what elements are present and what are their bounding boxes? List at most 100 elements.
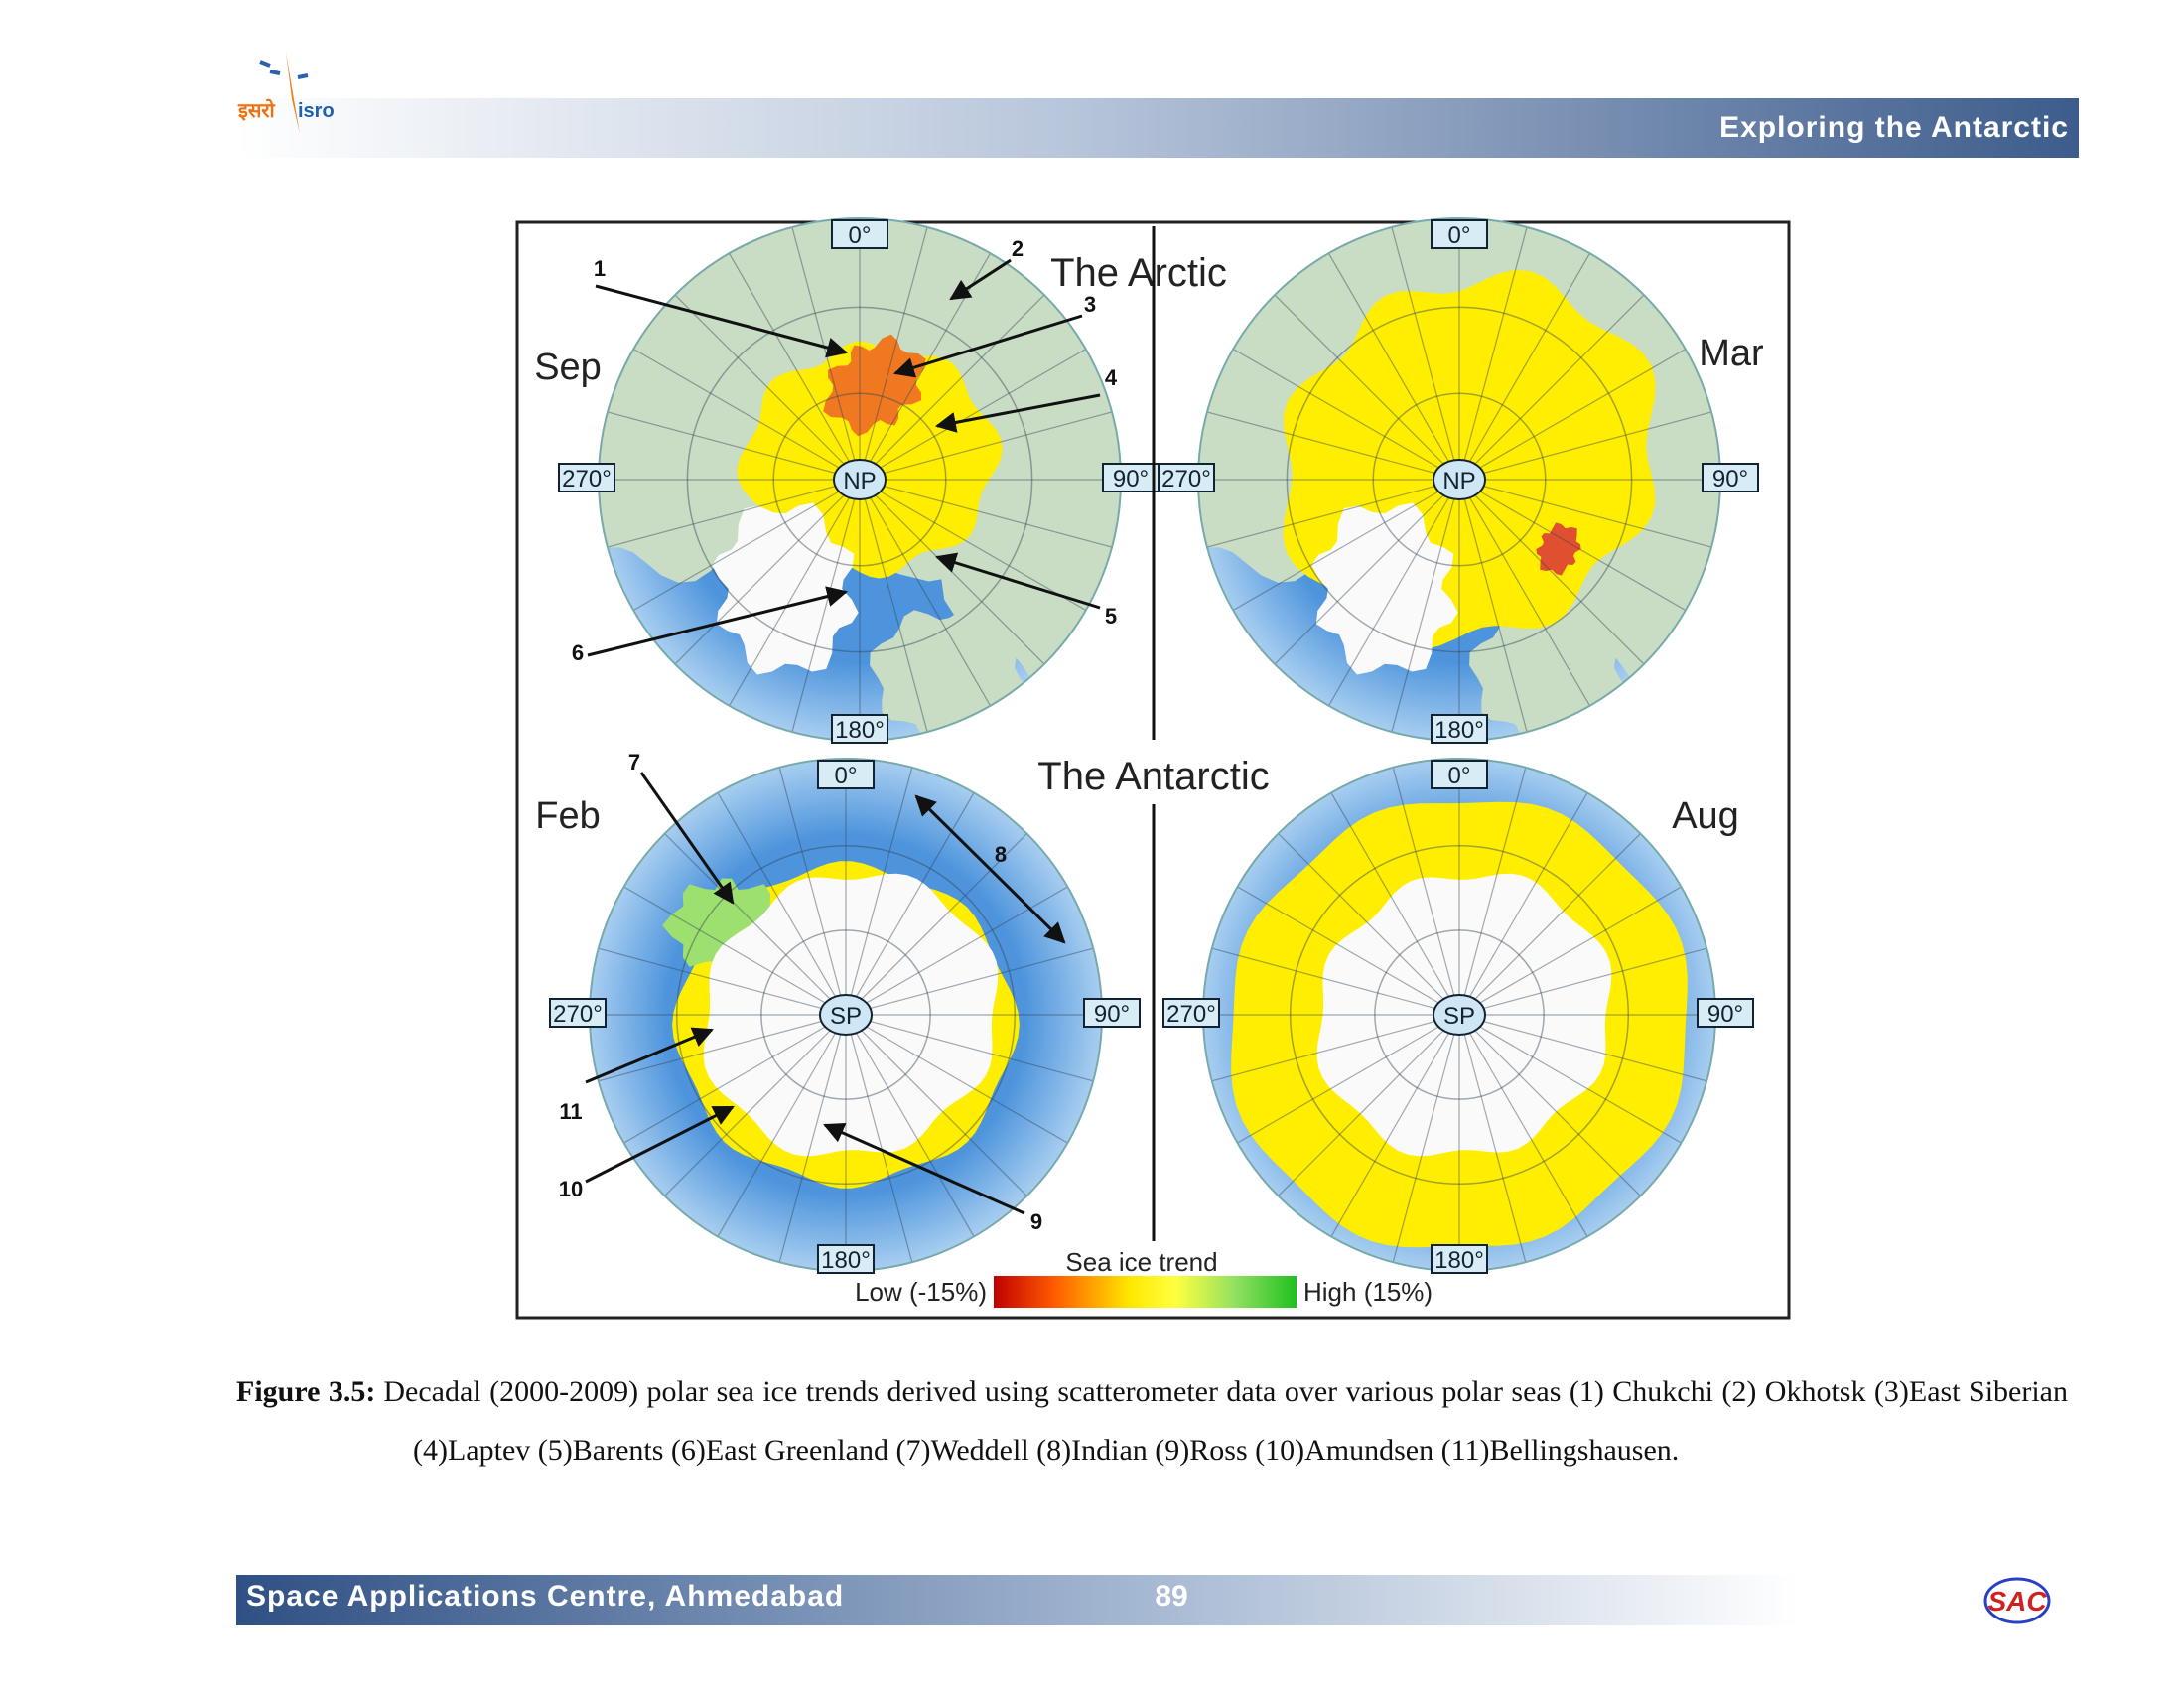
tick-label: 270° xyxy=(562,466,612,492)
graticule xyxy=(1274,479,1460,665)
greenland xyxy=(712,502,859,675)
graticule xyxy=(845,1014,1068,1144)
tick-label: 270° xyxy=(1161,466,1211,492)
annotation-number: 11 xyxy=(559,1099,582,1124)
graticule xyxy=(1458,479,1591,707)
greenland xyxy=(1311,502,1458,675)
arrow xyxy=(914,794,1066,944)
annotation-number: 8 xyxy=(995,842,1007,867)
logo-marks xyxy=(259,60,309,79)
graticule xyxy=(675,844,1017,1186)
graticule xyxy=(1458,294,1645,481)
arrow xyxy=(892,314,1083,378)
graticule xyxy=(1372,392,1547,567)
graticule xyxy=(1237,1014,1460,1144)
arrow xyxy=(934,393,1101,433)
arrow xyxy=(587,586,849,657)
annotation-number: 4 xyxy=(1105,365,1118,390)
footer-logo-ring xyxy=(1983,1577,2051,1624)
annotation-number: 3 xyxy=(1084,292,1096,317)
month-label: Feb xyxy=(535,795,600,837)
pole-label: SP xyxy=(1443,1003,1475,1030)
pole-marker xyxy=(819,994,873,1036)
logo-hindi: इसरो xyxy=(237,98,276,122)
tick-label: 180° xyxy=(1434,717,1484,744)
graticule xyxy=(859,348,1087,481)
graticule xyxy=(1391,479,1460,733)
tick-label: 90° xyxy=(1113,466,1149,492)
graticule xyxy=(1458,479,1687,612)
graticule xyxy=(598,1014,847,1082)
graticule xyxy=(728,479,861,707)
graticule xyxy=(859,226,928,481)
graticule xyxy=(1458,411,1712,481)
graticule xyxy=(1458,479,1645,665)
pole-marker xyxy=(1433,459,1486,500)
graticule xyxy=(1458,479,1528,733)
graticule xyxy=(1391,226,1460,481)
tick-label: 0° xyxy=(1448,222,1471,249)
graticule xyxy=(845,947,1094,1016)
graticule xyxy=(1327,252,1460,481)
month-label: Sep xyxy=(534,347,602,388)
graticule xyxy=(717,792,847,1016)
graticule xyxy=(1206,411,1460,481)
arrow xyxy=(823,1123,1025,1215)
graticule xyxy=(728,252,861,481)
land xyxy=(919,286,1121,713)
graticule xyxy=(1458,1014,1682,1144)
graticule xyxy=(859,479,992,707)
header-title: Exploring the Antarctic xyxy=(1719,111,2069,144)
arrow xyxy=(585,1105,735,1184)
annotation-number: 10 xyxy=(559,1177,583,1201)
graticule xyxy=(623,886,847,1016)
tick-box xyxy=(817,1244,875,1274)
graticule xyxy=(778,767,847,1016)
graticule xyxy=(859,411,1113,481)
graticule xyxy=(859,294,1045,481)
graticule xyxy=(1458,886,1682,1016)
legend-bar xyxy=(994,1276,1297,1308)
graticule xyxy=(1211,947,1460,1016)
tick-box xyxy=(1431,714,1488,744)
graticule xyxy=(1458,833,1641,1016)
arrow xyxy=(585,1027,714,1084)
tick-box xyxy=(1083,998,1141,1028)
tick-label: 180° xyxy=(821,1247,871,1274)
tick-box xyxy=(1158,463,1215,492)
graticule xyxy=(1330,792,1460,1016)
graticule xyxy=(1458,1014,1707,1082)
graticule xyxy=(1374,929,1545,1100)
graticule xyxy=(1458,1014,1527,1263)
legend-low: Low (-15%) xyxy=(855,1277,987,1307)
month-label: Aug xyxy=(1672,795,1739,837)
pole-label: NP xyxy=(843,468,876,494)
maps: NP0°90°180°270° NP0°90°180°270°SP0°90°180… xyxy=(534,217,1764,1308)
graticule xyxy=(1211,1014,1460,1082)
tick-box xyxy=(831,714,888,744)
annotation-number: 7 xyxy=(628,750,640,774)
tick-box xyxy=(1431,1244,1488,1274)
graticule xyxy=(686,306,1033,653)
graticule xyxy=(1458,1014,1641,1196)
tick-box xyxy=(549,998,607,1028)
graticule xyxy=(772,392,947,567)
tick-label: 0° xyxy=(849,222,872,249)
graticule xyxy=(1274,294,1460,481)
page-number: 89 xyxy=(1155,1580,1187,1613)
graticule xyxy=(1327,479,1460,707)
graticule xyxy=(1232,479,1460,612)
graticule xyxy=(1278,1014,1460,1196)
graticule xyxy=(607,411,861,481)
graticule xyxy=(760,929,931,1100)
arrow xyxy=(934,552,1101,610)
graticule xyxy=(674,479,861,665)
tick-label: 270° xyxy=(553,1001,603,1028)
graticule xyxy=(1232,348,1460,481)
legend-title: Sea ice trend xyxy=(1065,1247,1217,1277)
arrow xyxy=(639,772,735,905)
graticule xyxy=(632,348,861,481)
pole-marker xyxy=(1433,994,1486,1036)
caption-label: Figure 3.5: xyxy=(236,1375,376,1408)
